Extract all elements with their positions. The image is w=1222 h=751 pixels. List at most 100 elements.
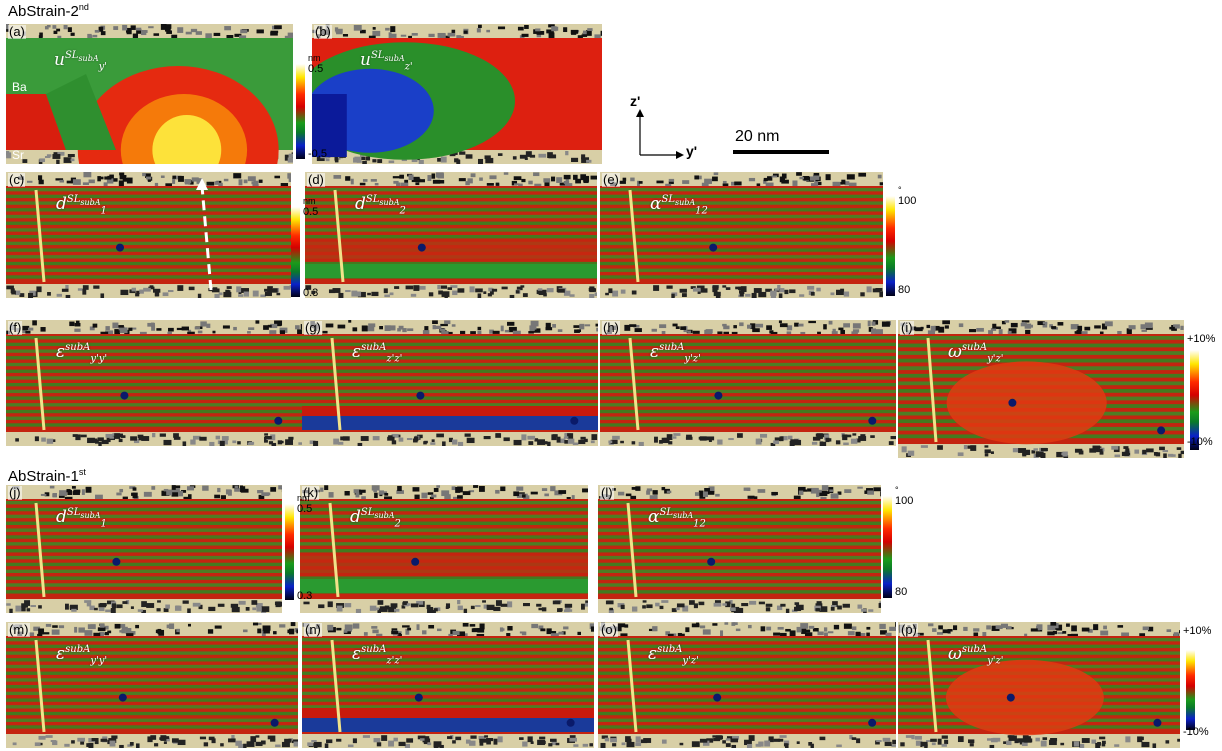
map-stripe <box>598 725 896 729</box>
map-stripe <box>6 376 302 380</box>
map-stripe <box>598 658 896 662</box>
map-stripe <box>6 638 298 642</box>
panel-c: (c) dSLsubA1 <box>6 172 291 298</box>
map-stripe <box>6 718 298 722</box>
panel-title-symbol: d <box>355 194 366 214</box>
panel-title-subscript: 2 <box>394 518 401 530</box>
panel-map-image <box>600 320 896 446</box>
panel-map-image <box>300 485 588 613</box>
panel-title-symbol: ε <box>650 342 660 362</box>
colorbar-alpha-1st-unit: ° <box>895 485 899 495</box>
map-red-band <box>300 555 588 574</box>
defect-dot <box>714 391 723 400</box>
map-stripe <box>6 201 291 205</box>
dislocation-line <box>626 502 638 598</box>
map-stripe <box>6 651 298 655</box>
panel-title-superscript: subA <box>361 644 386 655</box>
map-stripe <box>598 528 881 532</box>
panel-title-subscript: 12 <box>695 205 708 217</box>
defect-dot-right <box>570 416 579 425</box>
panel-label: (p) <box>900 622 918 637</box>
map-stripe <box>6 583 282 587</box>
panel-title-subscript: z'z' <box>386 353 403 365</box>
panel-title-symbol: α <box>648 507 660 527</box>
panel-map-image <box>6 172 291 298</box>
bottom-noise-band <box>598 599 881 613</box>
map-stripe <box>6 549 282 553</box>
panel-h: (h) εsubAy'z' <box>600 320 896 446</box>
panel-title-superscript-main: subA <box>361 342 387 354</box>
panel-title: ωsubAy'z' <box>948 342 1004 364</box>
panel-l: (l) αSLsubA12 <box>598 485 881 613</box>
map-stripe <box>302 651 594 655</box>
colorbar-strain-1st-max: +10% <box>1183 625 1212 637</box>
panel-title-superscript: subA <box>962 342 987 353</box>
dislocation-line <box>626 639 638 733</box>
panel-map-image <box>6 622 298 748</box>
map-stripe <box>598 549 881 553</box>
map-stripe <box>6 569 282 573</box>
defect-dot <box>709 243 718 252</box>
map-stripe <box>598 718 896 722</box>
dislocation-line <box>330 639 342 733</box>
panel-map-image <box>598 622 896 748</box>
panel-title: αSLsubA12 <box>650 194 708 216</box>
map-blue-band <box>302 718 594 732</box>
map-stripe <box>305 194 597 199</box>
map-stripe <box>598 705 896 709</box>
panel-title-superscript: SLsubA <box>67 507 101 520</box>
map-stripe <box>598 535 881 539</box>
u-yellow-dome <box>152 115 222 164</box>
map-stripe <box>302 698 594 702</box>
map-stripe <box>600 241 883 246</box>
colorbar-d-1st-unit: nm <box>297 493 310 503</box>
panel-title-superscript: subA <box>361 342 386 353</box>
panel-b: (b) uSLsubAz' <box>312 24 602 164</box>
colorbar-d-2nd-unit: nm <box>303 196 316 206</box>
panel-map-image <box>302 320 598 446</box>
map-stripe <box>898 343 1184 348</box>
panel-title: dSLsubA1 <box>56 194 107 216</box>
panel-title-symbol: ε <box>648 644 658 664</box>
map-stripe <box>305 228 597 232</box>
panel-j: (j) dSLsubA1 <box>6 485 282 613</box>
map-red-band <box>302 708 594 718</box>
map-stripe <box>6 562 282 567</box>
map-stripe <box>898 644 1180 649</box>
map-stripe <box>600 221 883 225</box>
panel-label: (c) <box>8 172 26 187</box>
map-stripe <box>300 542 588 546</box>
panel-title-subscript: z'z' <box>386 655 403 667</box>
map-stripe <box>6 658 298 662</box>
panel-o: (o) εsubAy'z' <box>598 622 896 748</box>
map-stripe <box>6 514 282 519</box>
map-stripe <box>302 342 598 347</box>
map-stripe <box>6 711 298 716</box>
panel-title-subscript: y'z' <box>684 353 701 365</box>
map-stripe <box>6 268 291 272</box>
map-stripe <box>598 569 881 573</box>
map-stripe <box>302 376 598 380</box>
panel-label: (m) <box>8 622 30 637</box>
map-stripe <box>598 691 896 696</box>
colorbar-alpha-2nd-min: 80 <box>898 284 911 296</box>
dislocation-line <box>34 189 46 283</box>
map-stripe <box>898 358 1184 363</box>
axes-arrows-icon <box>636 109 684 159</box>
top-noise-band <box>305 172 597 186</box>
map-stripe <box>6 542 282 546</box>
map-stripe <box>6 664 298 669</box>
axis-z-label: z' <box>630 93 641 109</box>
map-stripe <box>598 651 896 655</box>
map-stripe <box>600 201 883 205</box>
panel-title-superscript-main: SL <box>659 507 673 519</box>
map-stripe <box>302 678 594 682</box>
panel-label: (i) <box>900 320 914 335</box>
map-stripe <box>600 228 883 232</box>
panel-title: ωsubAy'z' <box>948 644 1004 666</box>
map-stripe <box>302 671 594 675</box>
defect-dot-right <box>270 718 279 727</box>
colorbar-alpha-1st-gradient <box>883 496 892 598</box>
map-stripe <box>600 349 896 353</box>
panel-title-superscript-main: SL <box>661 194 675 206</box>
